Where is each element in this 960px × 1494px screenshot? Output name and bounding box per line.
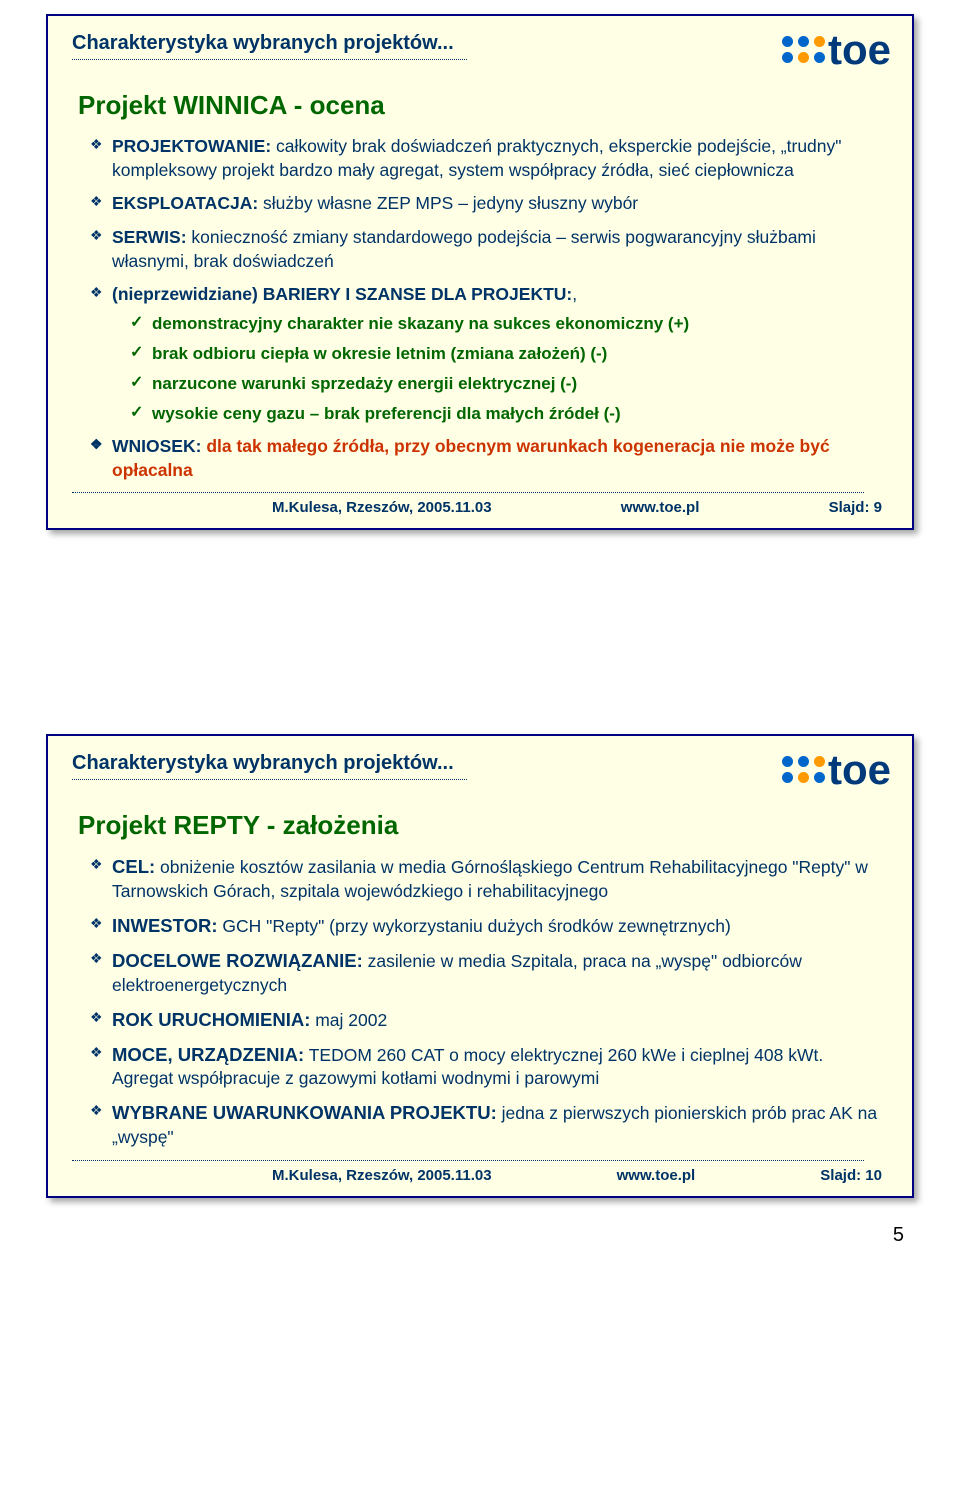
list-item: ROK URUCHOMIENIA: maj 2002 <box>90 1008 882 1033</box>
footer-author: M.Kulesa, Rzeszów, 2005.11.03 <box>272 1167 492 1184</box>
sub-item: narzucone warunki sprzedaży energii elek… <box>130 373 882 395</box>
divider <box>72 59 467 60</box>
slide-title: Projekt WINNICA - ocena <box>78 90 888 121</box>
footer-link: www.toe.pl <box>621 499 700 516</box>
divider <box>72 779 467 780</box>
footer-link: www.toe.pl <box>617 1167 696 1184</box>
slide-footer: M.Kulesa, Rzeszów, 2005.11.03 www.toe.pl… <box>72 497 888 518</box>
footer-slide-num: Slajd: 10 <box>820 1167 882 1184</box>
logo-text: toe <box>828 26 891 74</box>
slide-footer: M.Kulesa, Rzeszów, 2005.11.03 www.toe.pl… <box>72 1165 888 1186</box>
bullet-list: PROJEKTOWANIE: całkowity brak doświadcze… <box>72 135 888 482</box>
list-item: MOCE, URZĄDZENIA: TEDOM 260 CAT o mocy e… <box>90 1043 882 1092</box>
list-item: EKSPLOATACJA: służby własne ZEP MPS – je… <box>90 192 882 216</box>
toe-logo: toe <box>778 750 888 804</box>
slide-repty: Charakterystyka wybranych projektów... t… <box>46 734 914 1197</box>
sub-list: demonstracyjny charakter nie skazany na … <box>112 313 882 425</box>
footer-author: M.Kulesa, Rzeszów, 2005.11.03 <box>272 499 492 516</box>
sub-item: brak odbioru ciepła w okresie letnim (zm… <box>130 343 882 365</box>
page-number: 5 <box>0 1208 960 1271</box>
list-item: SERWIS: konieczność zmiany standardowego… <box>90 226 882 273</box>
logo-text: toe <box>828 746 891 794</box>
list-item: PROJEKTOWANIE: całkowity brak doświadcze… <box>90 135 882 182</box>
divider <box>72 492 864 493</box>
toe-logo: toe <box>778 30 888 84</box>
list-item: WYBRANE UWARUNKOWANIA PROJEKTU: jedna z … <box>90 1101 882 1150</box>
sub-item: wysokie ceny gazu – brak preferencji dla… <box>130 403 882 425</box>
list-item: (nieprzewidziane) BARIERY I SZANSE DLA P… <box>90 283 882 425</box>
sub-item: demonstracyjny charakter nie skazany na … <box>130 313 882 335</box>
section-label: Charakterystyka wybranych projektów... <box>72 32 778 55</box>
section-label: Charakterystyka wybranych projektów... <box>72 752 778 775</box>
list-item: CEL: obniżenie kosztów zasilania w media… <box>90 855 882 904</box>
divider <box>72 1160 864 1161</box>
slide-winnica: Charakterystyka wybranych projektów... t… <box>46 14 914 530</box>
conclusion-item: WNIOSEK: dla tak małego źródła, przy obe… <box>90 435 882 482</box>
slide-title: Projekt REPTY - założenia <box>78 810 888 841</box>
list-item: DOCELOWE ROZWIĄZANIE: zasilenie w media … <box>90 949 882 998</box>
bullet-list: CEL: obniżenie kosztów zasilania w media… <box>72 855 888 1149</box>
footer-slide-num: Slajd: 9 <box>829 499 882 516</box>
list-item: INWESTOR: GCH "Repty" (przy wykorzystani… <box>90 914 882 939</box>
